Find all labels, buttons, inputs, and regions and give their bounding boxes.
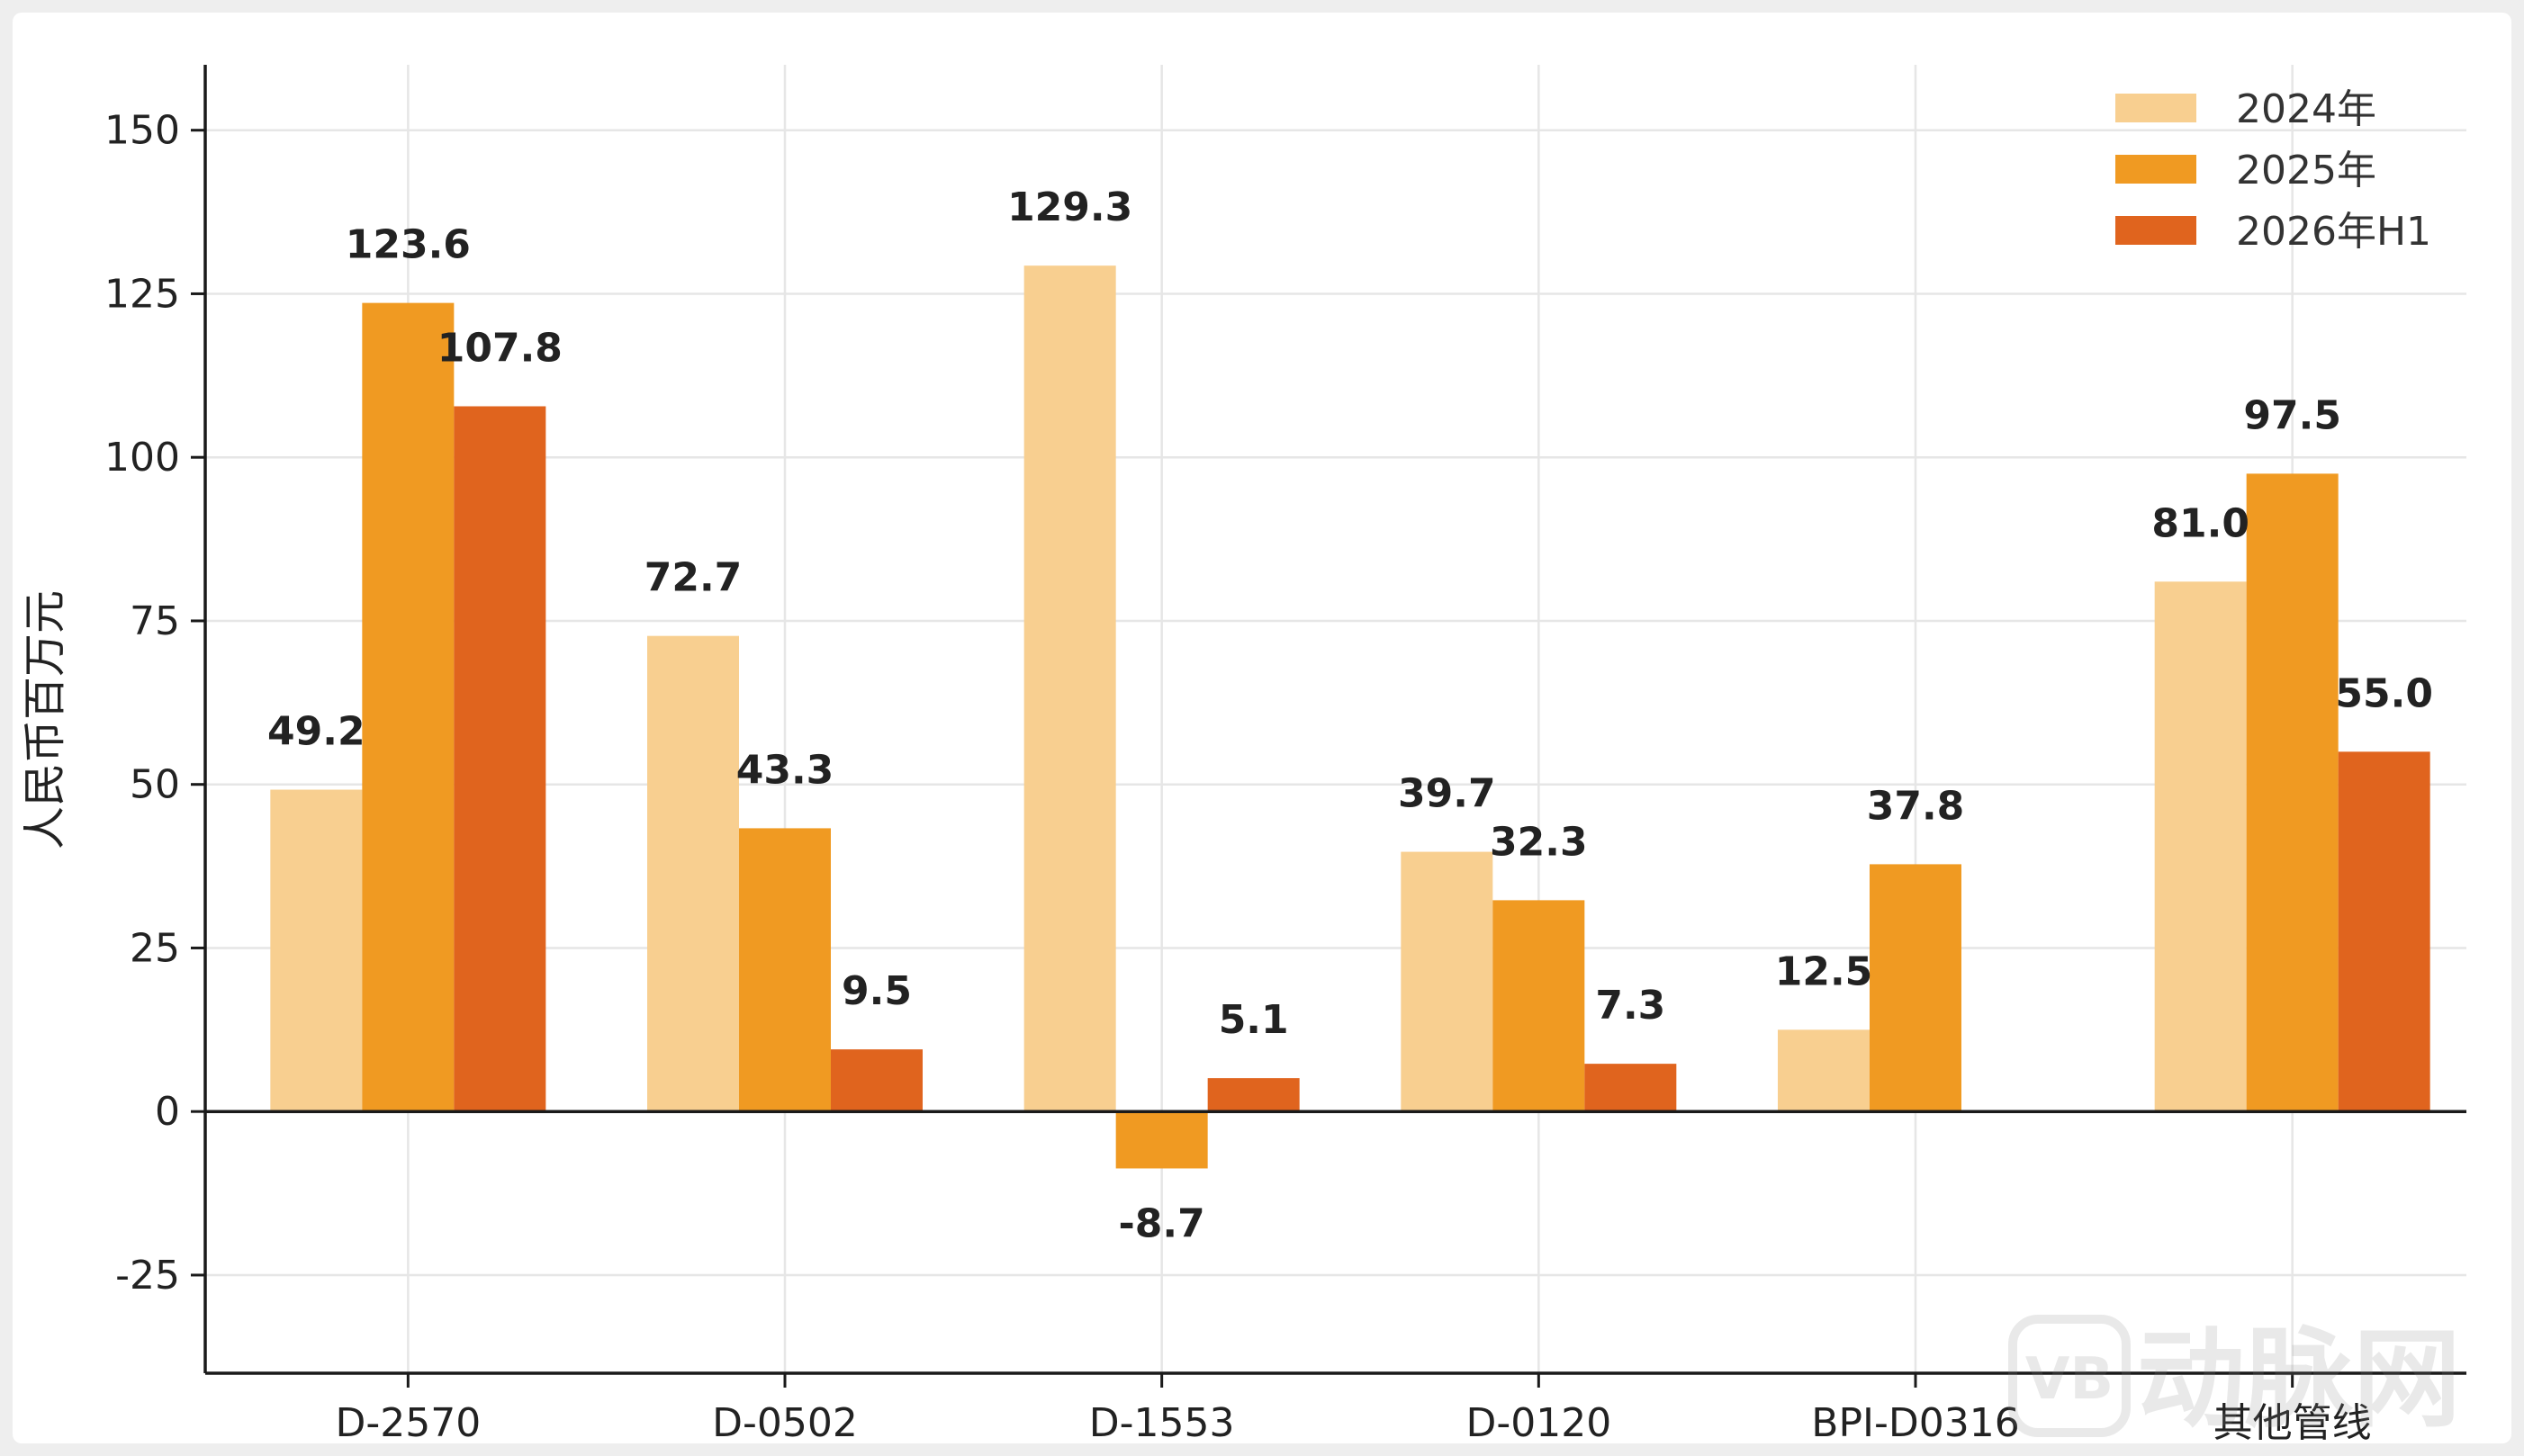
data-label: 81.0 bbox=[2151, 500, 2249, 546]
data-label: 39.7 bbox=[1398, 771, 1496, 817]
y-axis-label: 人民币百万元 bbox=[20, 590, 70, 849]
data-labels: 49.2 72.7 129.3 39.7 12.5 81.0 123.6 43.3 -8.7 32… bbox=[267, 184, 2433, 1246]
bar bbox=[362, 302, 455, 1112]
y-tick-label: 50 bbox=[130, 762, 180, 808]
y-tick-label: -25 bbox=[115, 1253, 180, 1299]
y-tick-label: 25 bbox=[130, 925, 180, 971]
legend-swatch bbox=[2115, 216, 2196, 245]
data-label: 97.5 bbox=[2243, 392, 2341, 438]
data-label: 37.8 bbox=[1867, 783, 1965, 829]
x-tick-label: D-0120 bbox=[1465, 1400, 1611, 1443]
legend: 2024年 2025年 2026年H1 bbox=[2115, 86, 2431, 255]
legend-label: 2026年H1 bbox=[2236, 209, 2431, 255]
watermark-text: 动脉网 bbox=[2137, 1317, 2461, 1443]
bar bbox=[1870, 864, 1961, 1112]
x-tick-label: BPI-D0316 bbox=[1811, 1400, 2019, 1443]
y-tick-label: 150 bbox=[104, 108, 180, 154]
bar bbox=[1115, 1111, 1208, 1169]
data-label: 72.7 bbox=[645, 555, 743, 601]
watermark-logo-text: VB bbox=[2025, 1346, 2114, 1413]
data-label: 49.2 bbox=[267, 709, 365, 755]
legend-swatch bbox=[2115, 94, 2196, 122]
data-label: -8.7 bbox=[1119, 1200, 1205, 1246]
bar bbox=[2338, 751, 2430, 1112]
bar bbox=[831, 1049, 923, 1112]
bar bbox=[2246, 473, 2339, 1112]
x-tick-label: D-2570 bbox=[335, 1400, 481, 1443]
bar bbox=[1778, 1029, 1870, 1112]
data-label: 123.6 bbox=[346, 222, 471, 268]
bar bbox=[1584, 1064, 1677, 1112]
x-tick-label: D-1553 bbox=[1089, 1400, 1235, 1443]
bar bbox=[1492, 900, 1585, 1112]
legend-label: 2024年 bbox=[2236, 86, 2376, 132]
bar bbox=[1207, 1078, 1300, 1112]
bar-chart: -25 0 25 50 75 100 125 150 D-2570 D-0502 D-1553 D-0… bbox=[20, 65, 2466, 1446]
y-tick-label: 0 bbox=[155, 1089, 180, 1135]
chart-card: -25 0 25 50 75 100 125 150 D-2570 D-0502 D-1553 D-0… bbox=[13, 13, 2511, 1446]
data-label: 55.0 bbox=[2335, 670, 2433, 716]
y-tick-label: 100 bbox=[104, 435, 180, 481]
bar bbox=[1023, 265, 1116, 1112]
data-label: 12.5 bbox=[1775, 948, 1873, 994]
y-tick-label: 75 bbox=[130, 598, 180, 644]
watermark-logo-icon bbox=[2008, 1315, 2131, 1437]
data-label: 43.3 bbox=[736, 747, 834, 793]
legend-label: 2025年 bbox=[2236, 148, 2376, 193]
watermark: VB 动脉网 bbox=[2008, 1315, 2461, 1443]
bar bbox=[2154, 581, 2247, 1112]
data-label: 129.3 bbox=[1007, 184, 1132, 230]
data-label: 7.3 bbox=[1595, 983, 1665, 1029]
axes: -25 0 25 50 75 100 125 150 D-2570 D-0502 D-1553 D-0… bbox=[104, 65, 2466, 1446]
y-tick-label: 125 bbox=[104, 271, 180, 317]
data-label: 9.5 bbox=[842, 968, 912, 1014]
bar bbox=[739, 828, 831, 1112]
bar bbox=[647, 635, 739, 1112]
data-label: 107.8 bbox=[437, 325, 563, 371]
bar bbox=[1401, 851, 1493, 1112]
x-tick-label: D-0502 bbox=[712, 1400, 858, 1443]
bar bbox=[454, 406, 546, 1112]
bars bbox=[270, 265, 2430, 1169]
bar bbox=[270, 789, 363, 1112]
legend-swatch bbox=[2115, 155, 2196, 184]
data-label: 5.1 bbox=[1219, 997, 1289, 1043]
data-label: 32.3 bbox=[1490, 819, 1588, 865]
x-tick-label: 其他管线 bbox=[2213, 1400, 2372, 1443]
